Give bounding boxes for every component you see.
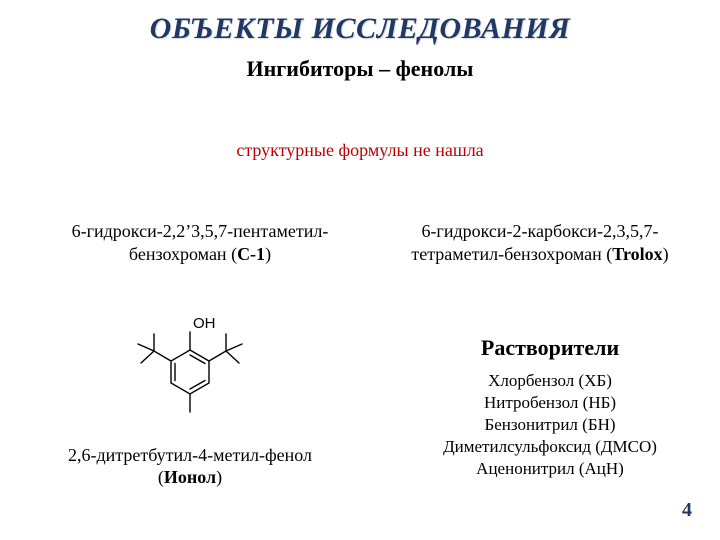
solvents-heading: Растворители	[420, 335, 680, 361]
compound-ionol-label: 2,6-дитретбутил-4-метил-фенол (Ионол)	[50, 445, 330, 488]
solvent-item: Бензонитрил (БН)	[420, 414, 680, 436]
compound-c1-line1: 6-гидрокси-2,2’3,5,7-пентаметил-	[72, 221, 329, 241]
oh-label: OH	[193, 315, 216, 332]
compound-trolox-close: )	[663, 244, 669, 264]
compound-c1-line2: бензохроман (	[129, 244, 237, 264]
compound-trolox-line2: тетраметил-бензохроман (	[411, 244, 612, 264]
solvents-list: Хлорбензол (ХБ) Нитробензол (НБ) Бензони…	[420, 370, 680, 480]
slide-subtitle: Ингибиторы – фенолы	[0, 56, 720, 82]
ionol-structure-svg: OH	[105, 290, 275, 440]
solvent-item: Диметилсульфоксид (ДМСО)	[420, 436, 680, 458]
compound-ionol-abbr: Ионол	[164, 467, 216, 487]
compound-c1-close: )	[265, 244, 271, 264]
slide: ОБЪЕКТЫ ИССЛЕДОВАНИЯ Ингибиторы – фенолы…	[0, 0, 720, 540]
missing-structures-note: структурные формулы не нашла	[0, 140, 720, 161]
ionol-structure: OH	[105, 290, 275, 440]
compound-c1-abbr: С-1	[237, 244, 265, 264]
compound-trolox-label: 6-гидрокси-2-карбокси-2,3,5,7- тетрамети…	[390, 220, 690, 265]
slide-title: ОБЪЕКТЫ ИССЛЕДОВАНИЯ	[0, 12, 720, 46]
compound-ionol-line1: 2,6-дитретбутил-4-метил-фенол	[68, 445, 312, 465]
page-number: 4	[682, 499, 692, 522]
solvent-item: Нитробензол (НБ)	[420, 392, 680, 414]
compound-ionol-close: )	[216, 467, 222, 487]
compound-trolox-line1: 6-гидрокси-2-карбокси-2,3,5,7-	[421, 221, 658, 241]
compound-trolox-abbr: Trolox	[612, 244, 662, 264]
solvent-item: Хлорбензол (ХБ)	[420, 370, 680, 392]
compound-c1-label: 6-гидрокси-2,2’3,5,7-пентаметил- бензохр…	[50, 220, 350, 265]
solvent-item: Аценонитрил (АцН)	[420, 458, 680, 480]
